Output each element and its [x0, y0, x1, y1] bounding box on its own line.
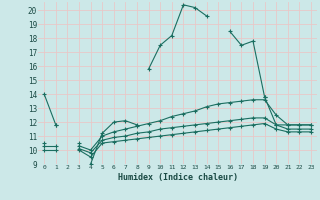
- X-axis label: Humidex (Indice chaleur): Humidex (Indice chaleur): [118, 173, 238, 182]
